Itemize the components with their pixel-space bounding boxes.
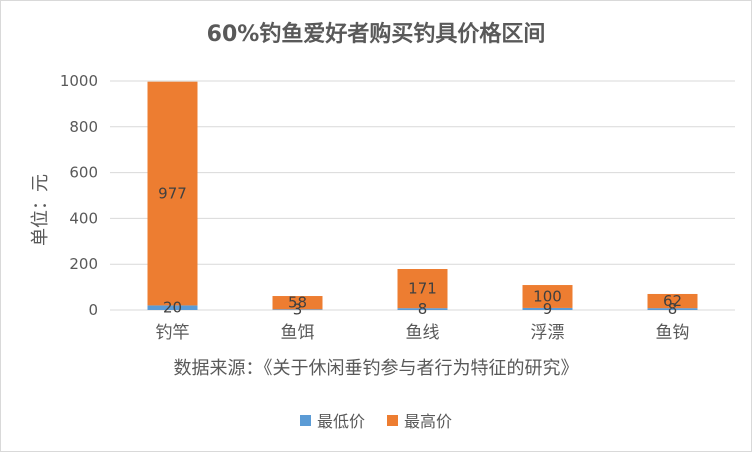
bar-0-0 — [147, 305, 198, 310]
legend: 最低价 最高价 — [0, 408, 752, 432]
legend-label-series-0: 最低价 — [316, 412, 365, 431]
x-axis-label: 数据来源：《关于休闲垂钓参与者行为特征的研究》 — [173, 358, 579, 379]
data-label-最低价-0: 20 — [163, 299, 182, 317]
bar-1-1 — [272, 296, 323, 310]
y-tick-label-600: 600 — [69, 164, 98, 182]
x-tick-label-4: 鱼钩 — [656, 323, 690, 343]
y-tick-label-1000: 1000 — [60, 72, 98, 90]
data-label-最高价-4: 62 — [663, 292, 682, 310]
x-tick-label-3: 浮漂 — [531, 323, 565, 343]
data-label-最高价-1: 58 — [288, 294, 307, 312]
legend-item-series-1: 最高价 — [387, 408, 452, 432]
y-tick-label-200: 200 — [69, 255, 98, 273]
legend-swatch-series-0 — [299, 414, 311, 426]
data-label-最低价-4: 8 — [668, 300, 678, 318]
y-tick-label-0: 0 — [88, 301, 98, 319]
legend-item-series-0: 最低价 — [299, 408, 365, 432]
legend-label-series-1: 最高价 — [404, 412, 453, 431]
bar-1-3 — [522, 285, 573, 308]
x-tick-label-0: 钓竿 — [156, 323, 190, 343]
data-label-最高价-0: 977 — [158, 185, 187, 203]
bar-0-4 — [647, 308, 698, 310]
x-tick-label-1: 鱼饵 — [281, 323, 315, 343]
bar-0-3 — [522, 307, 573, 310]
data-label-最低价-1: 3 — [293, 301, 303, 319]
bar-1-4 — [647, 293, 698, 309]
data-label-最高价-2: 171 — [408, 280, 437, 298]
bar-1-2 — [397, 269, 448, 309]
x-tick-label-2: 鱼线 — [406, 323, 440, 343]
data-label-最低价-2: 8 — [418, 300, 428, 318]
legend-swatch-series-1 — [387, 414, 398, 426]
bar-0-1 — [272, 309, 323, 310]
y-tick-label-400: 400 — [69, 209, 98, 227]
chart-title: 60%钓鱼爱好者购买钓具价格区间 — [206, 22, 546, 47]
data-label-最低价-3: 9 — [543, 300, 553, 318]
data-label-最高价-3: 100 — [533, 287, 562, 305]
y-tick-label-800: 800 — [69, 118, 98, 136]
bar-0-2 — [397, 308, 448, 310]
bar-1-0 — [147, 81, 198, 306]
